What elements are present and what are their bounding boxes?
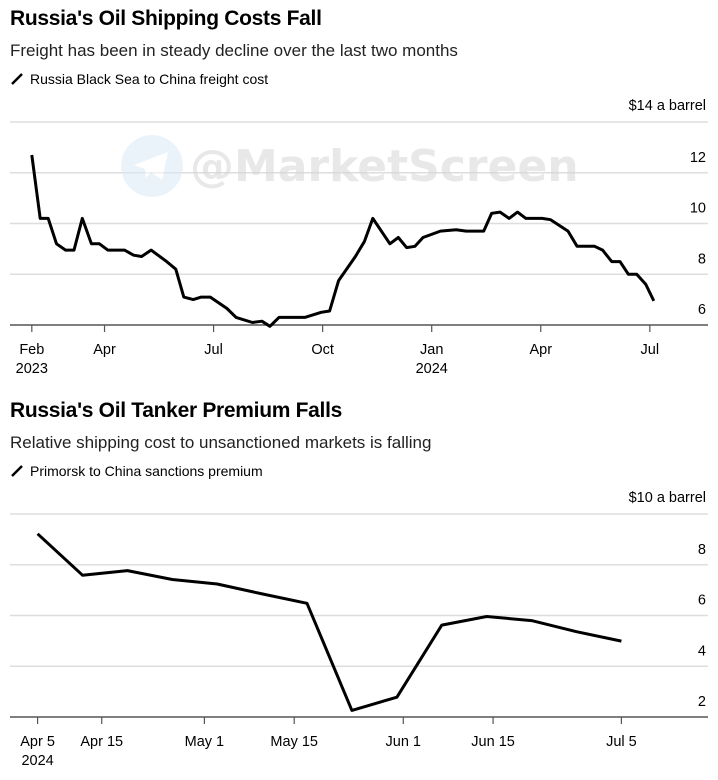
x-tick-label: Jan xyxy=(420,342,443,358)
x-tick-label: Apr 15 xyxy=(80,734,123,750)
x-tick-year: 2024 xyxy=(416,361,448,377)
x-tick-label: Apr 5 xyxy=(20,734,55,750)
chart1-legend: Russia Black Sea to China freight cost xyxy=(10,71,268,87)
chart1-title: Russia's Oil Shipping Costs Fall xyxy=(10,7,322,30)
y-tick-label: 4 xyxy=(698,643,706,659)
x-tick-label: Jun 1 xyxy=(386,734,421,750)
x-tick-label: Apr xyxy=(93,342,116,358)
chart2-subtitle: Relative shipping cost to unsanctioned m… xyxy=(10,433,432,452)
chart1-legend-label: Russia Black Sea to China freight cost xyxy=(30,71,269,87)
x-tick-label: May 1 xyxy=(185,734,225,750)
y-tick-label: 10 xyxy=(690,201,706,217)
x-tick-label: Feb xyxy=(19,342,44,358)
chart2-legend-label: Primorsk to China sanctions premium xyxy=(30,463,263,479)
chart1-subtitle: Freight has been in steady decline over … xyxy=(10,41,458,60)
y-tick-label: 12 xyxy=(690,150,706,166)
chart2-title: Russia's Oil Tanker Premium Falls xyxy=(10,399,343,422)
y-tick-label: 8 xyxy=(698,542,706,558)
x-tick-label: May 15 xyxy=(270,734,318,750)
x-tick-label: Apr xyxy=(529,342,552,358)
unit-label: $14 a barrel xyxy=(629,98,706,114)
x-tick-year: 2023 xyxy=(16,361,48,377)
chart2-legend: Primorsk to China sanctions premium xyxy=(10,463,263,479)
x-tick-label: Jul 5 xyxy=(606,734,637,750)
y-tick-label: 2 xyxy=(698,694,706,710)
unit-label: $10 a barrel xyxy=(629,490,706,506)
y-tick-label: 6 xyxy=(698,302,706,318)
x-tick-label: Jul xyxy=(641,342,660,358)
y-tick-label: 8 xyxy=(698,251,706,267)
chart1-plot: $14 a barrel 12 10 8 6 Feb 2023 Apr Jul Oct Jan 202… xyxy=(10,98,708,377)
legend-line-icon xyxy=(11,73,23,85)
x-tick-label: Jul xyxy=(204,342,223,358)
x-tick-label: Jun 15 xyxy=(471,734,515,750)
series-line xyxy=(30,154,656,328)
x-tick-label: Oct xyxy=(311,342,334,358)
x-tick-year: 2024 xyxy=(21,753,53,769)
legend-line-icon xyxy=(11,465,23,477)
series-line xyxy=(36,532,622,712)
y-tick-label: 6 xyxy=(698,593,706,609)
